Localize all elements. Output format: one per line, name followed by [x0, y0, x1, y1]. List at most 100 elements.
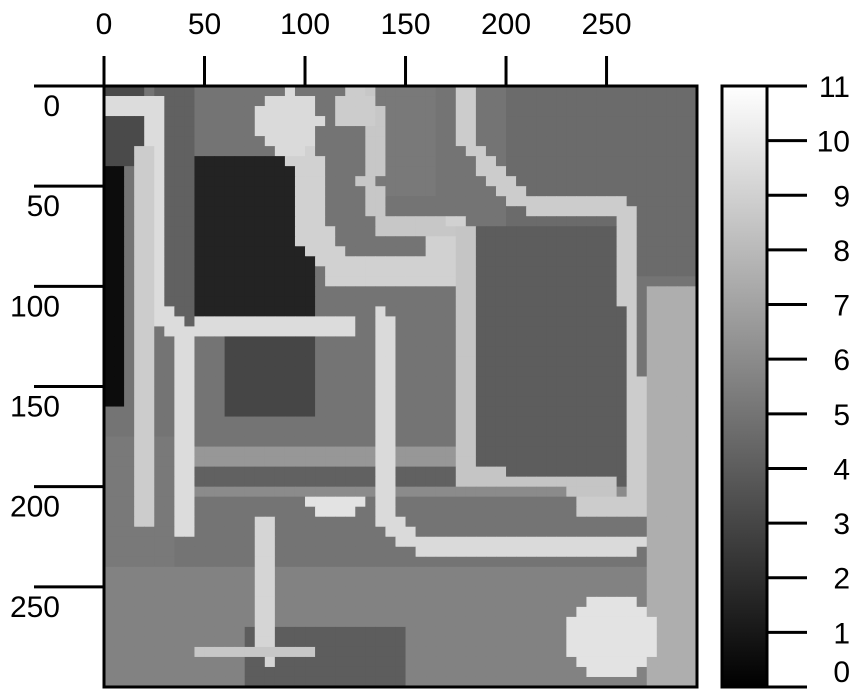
heatmap-cell [284, 86, 296, 97]
heatmap-cell [506, 526, 517, 538]
heatmap-cell [154, 286, 165, 297]
heatmap-cell [315, 406, 326, 418]
heatmap-cell [556, 506, 567, 518]
heatmap-cell [284, 596, 296, 608]
heatmap-cell [114, 146, 125, 157]
heatmap-cell [516, 356, 527, 368]
heatmap-cell [636, 566, 648, 578]
heatmap-cell [375, 626, 387, 638]
heatmap-cell [164, 186, 175, 197]
heatmap-cell [636, 616, 648, 628]
heatmap-cell [385, 156, 397, 167]
heatmap-cell [395, 616, 407, 628]
heatmap-cell [586, 246, 598, 257]
heatmap-cell [104, 586, 115, 598]
heatmap-cell [264, 516, 276, 528]
heatmap-cell [264, 116, 276, 127]
heatmap-cell [576, 676, 588, 687]
heatmap-cell [184, 236, 196, 247]
heatmap-cell [485, 506, 497, 518]
heatmap-cell [576, 106, 588, 117]
heatmap-cell [234, 336, 246, 348]
heatmap-cell [475, 526, 487, 538]
heatmap-cell [315, 576, 326, 588]
heatmap-cell [485, 666, 497, 678]
heatmap-cell [325, 296, 336, 307]
heatmap-cell [114, 676, 125, 687]
heatmap-cell [294, 436, 306, 448]
heatmap-cell [646, 616, 658, 628]
heatmap-cell [526, 96, 537, 107]
heatmap-cell [606, 546, 618, 558]
heatmap-cell [365, 486, 376, 498]
heatmap-cell [144, 466, 155, 478]
heatmap-cell [385, 496, 397, 508]
heatmap-cell [385, 126, 397, 137]
heatmap-cell [656, 586, 668, 598]
heatmap-cell [616, 476, 628, 488]
heatmap-cell [435, 246, 447, 257]
heatmap-cell [405, 226, 417, 237]
heatmap-cell [264, 206, 276, 217]
heatmap-cell [385, 396, 397, 408]
heatmap-cell [506, 366, 517, 378]
heatmap-cell [475, 146, 487, 157]
heatmap-cell [586, 176, 598, 187]
heatmap-cell [134, 166, 145, 177]
heatmap-cell [445, 526, 457, 538]
heatmap-cell [495, 506, 507, 518]
heatmap-cell [646, 386, 658, 398]
heatmap-cell [224, 376, 236, 388]
heatmap-cell [425, 156, 437, 167]
heatmap-cell [315, 346, 326, 358]
heatmap-cell [445, 566, 457, 578]
heatmap-cell [506, 126, 517, 137]
heatmap-cell [134, 416, 145, 428]
heatmap-cell [365, 236, 376, 247]
heatmap-cell [144, 316, 155, 327]
heatmap-cell [666, 206, 678, 217]
heatmap-cell [526, 616, 537, 628]
heatmap-cell [626, 546, 638, 558]
heatmap-cell [556, 316, 567, 327]
heatmap-cell [274, 516, 286, 528]
heatmap-cell [546, 216, 557, 227]
heatmap-cell [335, 246, 346, 257]
heatmap-cell [485, 126, 497, 137]
heatmap-cell [576, 536, 588, 548]
heatmap-cell [164, 496, 175, 508]
heatmap-cell [546, 366, 557, 378]
heatmap-cell [305, 656, 316, 668]
heatmap-cell [284, 336, 296, 348]
heatmap-cell [546, 276, 557, 287]
heatmap-cell [506, 276, 517, 287]
heatmap-cell [606, 616, 618, 628]
heatmap-cell [686, 446, 697, 458]
heatmap-cell [686, 136, 697, 147]
heatmap-cell [144, 426, 155, 438]
heatmap-cell [174, 406, 186, 418]
heatmap-cell [184, 106, 196, 117]
heatmap-cell [345, 526, 356, 538]
heatmap-cell [224, 186, 236, 197]
heatmap-cell [626, 86, 638, 97]
heatmap-cell [144, 416, 155, 428]
heatmap-cell [194, 236, 206, 247]
heatmap-cell [134, 136, 145, 147]
heatmap-cell [214, 466, 226, 478]
heatmap-cell [124, 166, 135, 177]
heatmap-cell [616, 426, 628, 438]
heatmap-cell [686, 166, 697, 177]
heatmap-cell [345, 356, 356, 368]
heatmap-cell [485, 476, 497, 488]
heatmap-cell [506, 666, 517, 678]
heatmap-cell [516, 636, 527, 648]
heatmap-cell [385, 656, 397, 668]
heatmap-cell [335, 86, 346, 97]
heatmap-cell [264, 596, 276, 608]
heatmap-cell [686, 486, 697, 498]
heatmap-cell [596, 206, 608, 217]
heatmap-cell [676, 606, 688, 618]
heatmap-cell [686, 656, 697, 668]
heatmap-cell [124, 656, 135, 668]
